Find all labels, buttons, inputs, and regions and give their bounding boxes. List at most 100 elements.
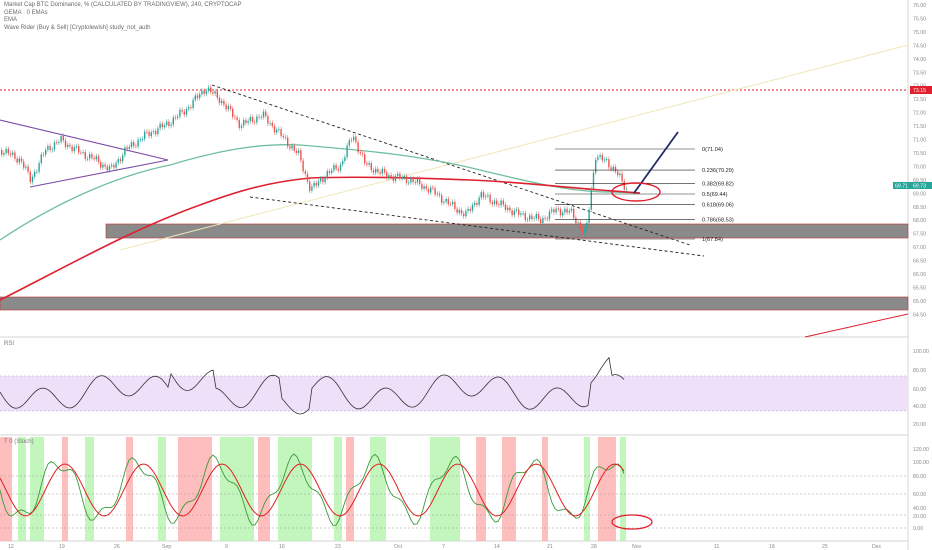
stoch-zone	[178, 437, 212, 541]
stoch-axis-label: 80.00	[913, 474, 926, 480]
time-axis-label: 16	[279, 544, 285, 550]
price-axis-label: 69.50	[913, 178, 926, 184]
rsi-pane-title[interactable]: RSI	[4, 341, 15, 347]
stoch-zone	[598, 437, 616, 541]
stoch-zone	[220, 437, 254, 541]
fib-level-label: 0.5(69.44)	[702, 192, 728, 198]
stoch-zone	[85, 437, 94, 541]
highlight-ellipse-stoch[interactable]	[611, 514, 653, 530]
time-axis-label: 28	[591, 544, 597, 550]
price-axis-label: 75.50	[913, 16, 926, 22]
price-axis-label: 68.00	[913, 218, 926, 224]
rising-red-trendline[interactable]	[804, 313, 909, 338]
stoch-axis-label: 0.00	[913, 526, 923, 532]
price-tag-current-text: 69.73	[913, 184, 926, 190]
rsi-band	[0, 376, 908, 411]
ema-red[interactable]	[0, 176, 641, 301]
time-axis-label: 26	[114, 544, 120, 550]
price-axis-label: 70.50	[913, 151, 926, 157]
price-tag-red-text: 73.15	[913, 88, 926, 94]
fib-retracement[interactable]: 0(71.04) 0.236(70.29) 0.382(69.82) 0.5(69.4…	[555, 147, 734, 243]
rsi-axis-label: 100.00	[913, 349, 929, 355]
price-axis-label: 64.50	[913, 312, 926, 318]
stoch-zone	[584, 437, 590, 541]
legend-indicator-3[interactable]: Wave Rider (Buy & Sell) [Cryptolewish] s…	[4, 24, 151, 31]
chart-legend: Market Cap BTC Dominance, % (CALCULATED …	[4, 2, 242, 32]
price-axis-label: 65.50	[913, 285, 926, 291]
price-axis-label: 75.00	[913, 30, 926, 36]
time-axis-label: Nov	[632, 544, 642, 550]
stoch-zone	[346, 437, 354, 541]
stoch-zone	[158, 437, 166, 541]
time-axis-label: 14	[494, 544, 500, 550]
time-axis-label: 21	[547, 544, 553, 550]
rsi-axis-label: 40.00	[913, 404, 926, 410]
price-axis-label: 65.00	[913, 299, 926, 305]
stoch-zone	[126, 437, 133, 541]
rsi-axis-label: 20.00	[913, 422, 926, 428]
price-tag-red: 73.15	[910, 86, 932, 94]
price-axis-label: 71.50	[913, 124, 926, 130]
price-axis-label: 67.50	[913, 232, 926, 238]
price-candles[interactable]	[1, 84, 628, 236]
price-axis-label: 76.00	[913, 3, 926, 9]
stoch-zone	[370, 437, 386, 541]
rsi-axis-label: 60.00	[913, 387, 926, 393]
long-trendline[interactable]	[119, 44, 909, 251]
time-axis-label: 19	[59, 544, 65, 550]
rsi-line[interactable]	[0, 356, 625, 415]
time-axis-label: Sep	[162, 544, 171, 550]
symmetrical-triangle[interactable]	[0, 119, 169, 188]
support-zone-lower[interactable]	[0, 296, 909, 311]
fib-level-label: 0.786(68.53)	[702, 218, 734, 224]
price-axis-label: 67.00	[913, 245, 926, 251]
time-axis-label: 25	[822, 544, 828, 550]
support-zone-upper[interactable]	[105, 223, 909, 239]
rsi-axis: 100.00 80.00 60.00 40.00 20.00	[913, 349, 929, 428]
price-axis-label: 66.00	[913, 272, 926, 278]
time-axis-label: 12	[8, 544, 14, 550]
fib-level-label: 0.618(69.06)	[702, 203, 734, 209]
price-axis-label: 74.00	[913, 57, 926, 63]
stoch-zone	[258, 437, 270, 541]
ema-green[interactable]	[0, 144, 641, 241]
price-axis-label: 73.50	[913, 70, 926, 76]
stoch-axis-label: 40.00	[913, 506, 926, 512]
stoch-d-line[interactable]	[0, 463, 625, 517]
stoch-zone	[62, 437, 68, 541]
fib-level-label: 0.382(69.82)	[702, 181, 734, 187]
price-axis-label: 74.50	[913, 43, 926, 49]
time-axis-label: 7	[442, 544, 445, 550]
price-axis-label: 71.00	[913, 138, 926, 144]
stoch-zone	[430, 437, 460, 541]
falling-wedge[interactable]	[211, 84, 705, 257]
stoch-axis-label: 60.00	[913, 492, 926, 498]
fib-level-label: 0(71.04)	[702, 147, 723, 153]
stoch-axis: 120.00 100.00 80.00 60.00 40.00 20.00 0.00	[913, 447, 929, 532]
time-axis: 12 19 26 Sep 9 16 23 Oct 7 14 21 28 Nov 11 18 25 Dec	[8, 544, 882, 550]
stoch-axis-label: 100.00	[913, 460, 929, 466]
legend-indicator-2[interactable]: EMA	[4, 17, 18, 24]
time-axis-label: 23	[335, 544, 341, 550]
price-axis-label: 66.50	[913, 259, 926, 265]
stoch-zone	[542, 437, 548, 541]
highlight-ellipse-price[interactable]	[611, 182, 661, 202]
price-axis-label: 72.00	[913, 111, 926, 117]
price-tag-current-left: 69.71	[895, 184, 908, 190]
stoch-background-zones	[0, 437, 626, 541]
stoch-axis-label: 120.00	[913, 447, 929, 453]
stoch-zone	[278, 437, 312, 541]
legend-indicator-1[interactable]: GEMA · 0 EMAs	[4, 9, 48, 16]
price-axis-label: 68.50	[913, 205, 926, 211]
stoch-zone	[620, 437, 626, 541]
price-axis-label: 69.00	[913, 191, 926, 197]
price-axis: 76.0075.5075.0074.5074.0073.5073.0072.50…	[913, 3, 926, 318]
time-axis-label: 9	[225, 544, 228, 550]
time-axis-label: Dec	[872, 544, 882, 550]
stoch-zone	[476, 437, 486, 541]
stoch-zone	[18, 437, 26, 541]
legend-symbol[interactable]: Market Cap BTC Dominance, % (CALCULATED …	[4, 2, 242, 8]
stoch-k-line[interactable]	[0, 453, 625, 526]
stoch-pane-title[interactable]: T 0 (Stoch)	[4, 439, 34, 445]
